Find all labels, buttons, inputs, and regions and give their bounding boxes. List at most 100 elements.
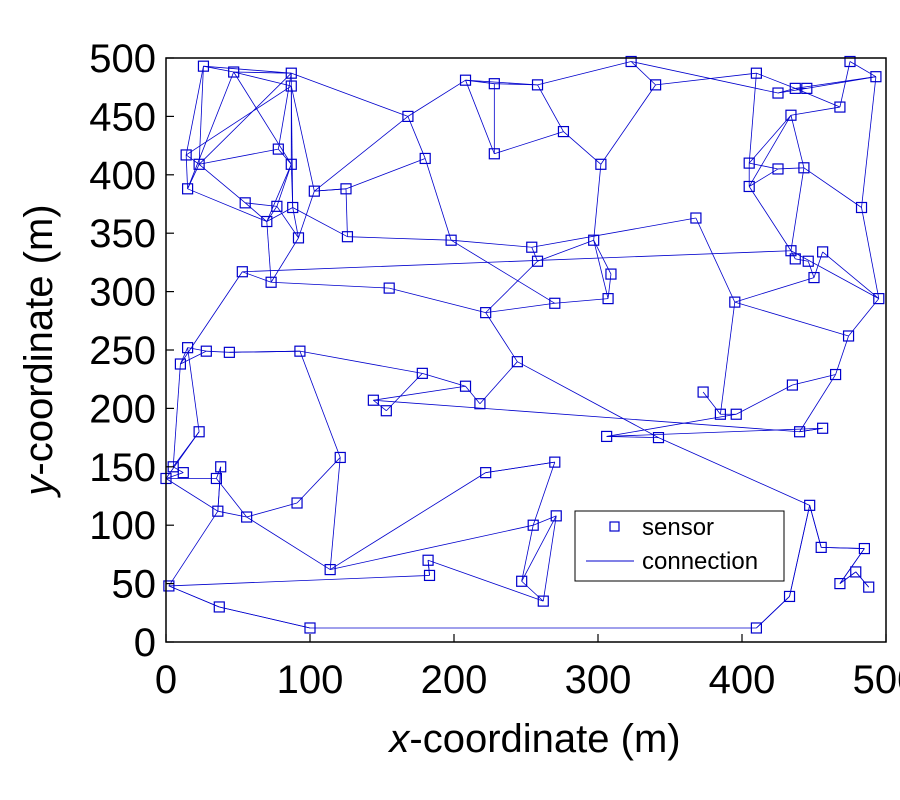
sensor-marker-50 <box>265 276 277 288</box>
connection-line-39 <box>185 154 188 189</box>
connection-line-55 <box>345 158 426 190</box>
connection-line-128 <box>521 580 544 602</box>
connection-line-181 <box>790 115 805 168</box>
sensor-marker-45 <box>605 268 617 280</box>
sensor-marker-4 <box>402 110 414 123</box>
sensor-marker-87 <box>241 511 253 523</box>
sensor-marker-109 <box>863 581 875 593</box>
connection-line-54 <box>345 188 348 237</box>
connection-line-35 <box>790 106 840 116</box>
sensor-marker-98 <box>423 569 436 582</box>
connection-line-1 <box>203 65 292 74</box>
connection-line-183 <box>185 85 292 156</box>
sensor-marker-32 <box>557 125 570 138</box>
connection-line-174 <box>373 385 466 401</box>
connection-line-4 <box>233 71 292 74</box>
x-tick-label-300: 300 <box>565 658 632 702</box>
connection-line-15 <box>314 116 409 192</box>
connection-line-9 <box>198 72 292 165</box>
sensor-marker-95 <box>516 575 528 587</box>
sensor-marker-13 <box>801 82 813 94</box>
x-tick-label-500: 500 <box>853 658 900 702</box>
sensor-marker-37 <box>772 163 784 175</box>
connection-line-143 <box>266 221 272 283</box>
connection-line-76 <box>607 274 612 299</box>
connection-line-19 <box>494 83 538 86</box>
connection-line-148 <box>229 350 300 353</box>
connection-line-151 <box>165 478 219 512</box>
sensor-marker-99 <box>163 580 175 592</box>
connection-line-188 <box>266 164 292 222</box>
sensor-marker-102 <box>750 622 763 634</box>
sensor-marker-80 <box>193 426 205 438</box>
connection-line-36 <box>849 61 877 78</box>
y-tick-label-450: 450 <box>89 95 156 139</box>
sensor-marker-73 <box>730 408 742 420</box>
connection-line-162 <box>485 461 555 474</box>
connection-line-13 <box>407 79 466 117</box>
connection-line-32 <box>795 87 841 108</box>
sensor-marker-63 <box>223 346 235 358</box>
sensor-marker-71 <box>697 386 709 398</box>
connection-line-104 <box>702 391 721 415</box>
connection-line-173 <box>593 240 609 299</box>
connection-line-163 <box>658 437 810 506</box>
sensor-marker-105 <box>815 541 827 553</box>
legend-sensor-label: sensor <box>642 514 714 541</box>
connection-line-75 <box>593 240 612 275</box>
connection-line-5 <box>233 71 292 87</box>
connection-line-46 <box>266 206 278 222</box>
connection-line-56 <box>347 236 452 241</box>
sensor-marker-64 <box>294 345 306 357</box>
sensor-marker-101 <box>304 622 316 634</box>
sensor-marker-74 <box>786 379 799 391</box>
sensor-marker-34 <box>785 109 797 121</box>
sensor-marker-79 <box>652 432 665 444</box>
connection-line-82 <box>242 250 791 273</box>
sensor-marker-78 <box>601 430 613 443</box>
y-tick-label-200: 200 <box>89 387 156 431</box>
connection-line-38 <box>185 154 200 165</box>
connection-line-156 <box>330 524 534 570</box>
sensor-marker-38 <box>798 162 810 174</box>
connection-line-24 <box>631 61 779 94</box>
connection-line-90 <box>720 302 736 415</box>
sensor-marker-28 <box>340 183 352 195</box>
sensor-marker-91 <box>480 467 492 479</box>
sensor-marker-55 <box>808 271 820 284</box>
connection-line-164 <box>809 505 822 548</box>
y-tick-label-400: 400 <box>89 154 156 198</box>
connection-line-172 <box>485 260 538 313</box>
sensor-marker-69 <box>367 394 379 406</box>
connection-line-73 <box>531 247 538 262</box>
connection-line-83 <box>790 250 796 260</box>
connection-line-157 <box>521 525 534 582</box>
connection-line-59 <box>563 131 602 165</box>
x-axis-label: x-coordinate (m) <box>387 717 680 761</box>
sensor-marker-49 <box>383 282 395 294</box>
sensor-marker-1 <box>228 66 240 78</box>
sensor-marker-16 <box>870 71 882 83</box>
connection-line-41 <box>198 163 246 204</box>
sensor-marker-44 <box>588 234 600 246</box>
sensor-marker-61 <box>174 358 186 370</box>
connection-line-123 <box>329 472 486 570</box>
connection-line-144 <box>270 237 299 283</box>
connection-line-161 <box>246 516 331 570</box>
connection-line-2 <box>185 66 204 156</box>
connection-line-68 <box>790 167 805 251</box>
connection-line-23 <box>630 61 656 86</box>
sensor-marker-85 <box>215 461 227 473</box>
sensor-marker-10 <box>750 67 763 79</box>
connection-line-42 <box>199 148 279 165</box>
connection-line-102 <box>373 399 387 412</box>
sensor-marker-31 <box>488 148 500 160</box>
sensor-marker-82 <box>177 467 189 479</box>
sensor-marker-53 <box>789 253 801 265</box>
connection-line-145 <box>180 271 243 365</box>
connection-line-182 <box>795 76 876 89</box>
connection-line-107 <box>792 374 836 386</box>
sensor-marker-75 <box>829 368 842 381</box>
connection-line-117 <box>216 466 222 479</box>
connection-line-153 <box>168 510 219 587</box>
